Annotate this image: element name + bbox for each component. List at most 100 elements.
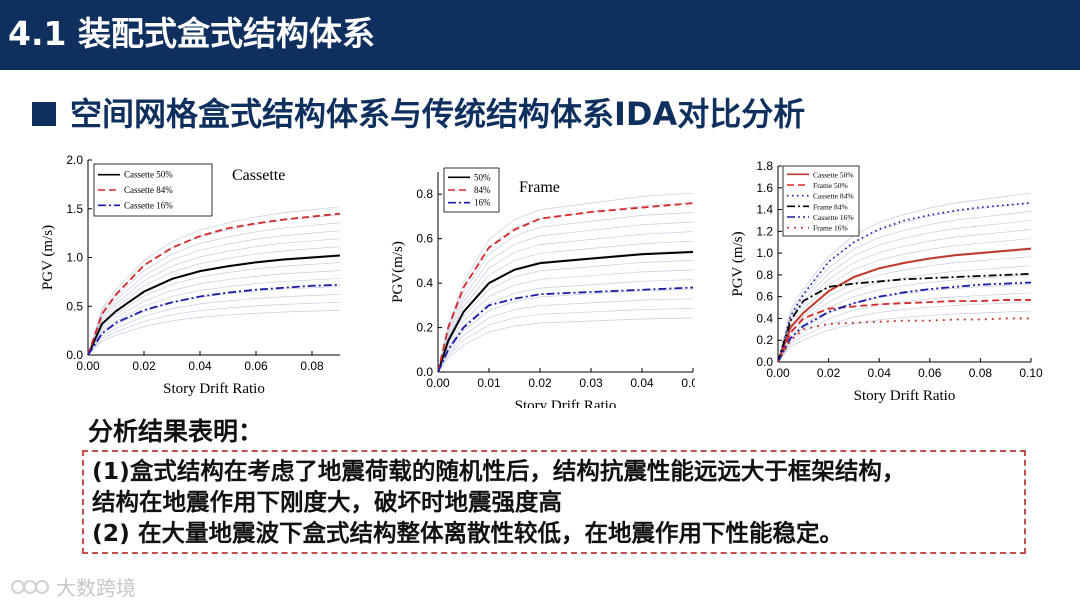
watermark-text: 大数跨境	[56, 576, 136, 600]
frame-chart-background-curve	[437, 279, 694, 373]
comparison-chart-background-curve	[777, 220, 1032, 363]
cassette-chart-background-curve	[87, 230, 341, 356]
cassette-chart-background-curve	[87, 206, 341, 356]
watermark-logo-icon	[11, 579, 49, 594]
comparison-chart-series-2	[777, 299, 1031, 363]
frame-chart-background-curve	[437, 269, 694, 373]
section-heading: 空间网格盒式结构体系与传统结构体系IDA对比分析	[32, 92, 805, 136]
comparison-chart-x-tick-label: 0.00	[766, 366, 790, 380]
frame-chart-series-2	[437, 202, 694, 373]
comparison-chart-x-tick-label: 0.02	[817, 366, 841, 380]
frame-chart-background-curves	[437, 192, 694, 373]
comparison-chart-background-curve	[777, 211, 1032, 363]
comparison-chart-background-curve	[777, 201, 1032, 363]
cassette-chart-background-curve	[87, 293, 341, 356]
comparison-chart-series-6	[777, 317, 1031, 363]
comparison-chart-legend-label: Frame 84%	[813, 202, 848, 211]
cassette-chart-x-tick-label: 0.08	[300, 359, 324, 373]
cassette-chart-y-axis-label: PGV (m/s)	[40, 225, 56, 290]
comparison-chart-y-tick-label: 1.2	[756, 224, 773, 238]
frame-chart-y-tick-label: 0.2	[416, 321, 433, 335]
section-heading-text: 空间网格盒式结构体系与传统结构体系IDA对比分析	[70, 95, 806, 133]
comparison-chart-background-curve	[777, 238, 1032, 363]
title-bar: 4.1 装配式盒式结构体系	[0, 0, 1080, 70]
frame-chart-background-curve	[437, 288, 694, 373]
cassette-chart-x-axis-label: Story Drift Ratio	[163, 381, 265, 397]
frame-chart-legend-label: 16%	[474, 198, 491, 208]
frame-chart-series-3	[437, 286, 694, 373]
frame-chart-series-1	[437, 251, 694, 373]
cassette-chart-x-tick-label: 0.06	[244, 359, 268, 373]
cassette-chart-y-tick-label: 0.5	[66, 299, 83, 313]
watermark: 大数跨境	[10, 572, 136, 601]
results-box: (1)盒式结构在考虑了地震荷载的随机性后，结构抗震性能远远大于框架结构， 结构在…	[82, 450, 1026, 554]
cassette-chart-background-curve	[87, 238, 341, 356]
cassette-chart-y-tick-label: 2.0	[66, 153, 83, 167]
frame-chart-background-curve	[437, 260, 694, 373]
cassette-chart-y-tick-label: 0.0	[66, 348, 83, 362]
cassette-chart-background-curve	[87, 301, 341, 356]
comparison-chart-background-curve	[777, 301, 1032, 363]
cassette-chart-legend-label: Cassette 16%	[124, 200, 173, 210]
frame-chart-x-tick-label: 0.02	[528, 376, 552, 390]
cassette-chart-background-curve	[87, 270, 341, 356]
cassette-chart-legend-label: Cassette 84%	[124, 185, 173, 195]
frame-chart-background-curve	[437, 221, 694, 373]
comparison-chart-background-curve	[777, 192, 1032, 363]
result-line-1: (1)盒式结构在考虑了地震荷载的随机性后，结构抗震性能远远大于框架结构，	[92, 457, 906, 485]
cassette-chart-title: Cassette	[232, 167, 285, 184]
frame-chart-background-curve	[437, 240, 694, 373]
cassette-chart-x-tick-label: 0.02	[132, 359, 156, 373]
frame-chart-y-tick-label: 0.6	[416, 232, 433, 246]
cassette-chart-background-curve	[87, 286, 341, 356]
results-label: 分析结果表明：	[88, 417, 264, 446]
cassette-chart: 0.00 0.02 0.04 0.06 0.08 0.0 0.5 1.0 1.5 2.0 Story…	[40, 153, 341, 397]
cassette-chart-series-2	[87, 212, 341, 356]
comparison-chart-background-curve	[777, 229, 1032, 363]
cassette-chart-legend: Cassette 50% Cassette 84% Cassette 16%	[93, 163, 213, 217]
comparison-chart-y-tick-label: 0.0	[756, 355, 773, 369]
cassette-chart-background-curve	[87, 246, 341, 356]
frame-chart-background-curve	[437, 212, 694, 373]
cassette-chart-series-1	[87, 254, 341, 356]
comparison-chart-series-1	[777, 247, 1032, 363]
comparison-chart-background-curve	[777, 283, 1032, 363]
cassette-chart-y-tick-label: 1.0	[66, 251, 83, 265]
frame-chart-x-tick-label: 0.04	[630, 376, 654, 390]
comparison-chart-y-tick-label: 0.2	[756, 333, 773, 347]
comparison-chart-legend-label: Cassette 84%	[813, 192, 854, 201]
frame-chart-background-curve	[437, 308, 694, 373]
comparison-chart-background-curve	[777, 265, 1032, 363]
result-line-2: 结构在地震作用下刚度大，破坏时地震强度高	[92, 488, 562, 516]
frame-chart-background-curve	[437, 202, 694, 373]
result-line-3: (2) 在大量地震波下盒式结构整体离散性较低，在地震作用下性能稳定。	[92, 519, 844, 547]
frame-chart-y-axis-label: PGV(m/s)	[390, 241, 406, 303]
cassette-chart-y-tick-label: 1.5	[66, 202, 83, 216]
frame-chart-title: Frame	[519, 179, 560, 196]
comparison-chart-background-curve	[777, 247, 1032, 363]
frame-chart-x-tick-label: 0.03	[579, 376, 603, 390]
bullet-square-icon	[32, 102, 56, 126]
frame-chart-legend-label: 84%	[474, 185, 491, 195]
cassette-chart-x-tick-label: 0.04	[188, 359, 212, 373]
comparison-chart-legend-label: Frame 16%	[813, 224, 848, 233]
frame-chart: 0.00 0.01 0.02 0.03 0.04 0.05 0.0 0.2 0.4 0.6 0.8 S…	[390, 167, 695, 408]
frame-chart-x-tick-label: 0.00	[426, 376, 450, 390]
frame-chart-y-tick-label: 0.0	[416, 365, 433, 379]
comparison-chart-y-tick-label: 1.0	[756, 246, 773, 260]
frame-chart-y-tick-label: 0.4	[416, 276, 433, 290]
comparison-chart-x-tick-label: 0.04	[868, 366, 892, 380]
cassette-chart-x-tick-label: 0.00	[76, 359, 100, 373]
comparison-chart-y-tick-label: 1.6	[756, 181, 773, 195]
frame-chart-legend-label: 50%	[474, 172, 491, 182]
page-title: 4.1 装配式盒式结构体系	[8, 14, 375, 53]
frame-chart-background-curve	[437, 231, 694, 373]
comparison-chart-legend-label: Cassette 16%	[813, 213, 854, 222]
comparison-chart-y-tick-label: 0.8	[756, 268, 773, 282]
comparison-chart-y-tick-label: 1.8	[756, 159, 773, 173]
cassette-chart-series-3	[87, 283, 341, 356]
comparison-chart-y-tick-label: 0.6	[756, 290, 773, 304]
frame-chart-legend: 50% 84% 16%	[443, 167, 500, 213]
frame-chart-background-curve	[437, 192, 694, 373]
frame-chart-x-tick-label: 0.05	[681, 376, 695, 390]
